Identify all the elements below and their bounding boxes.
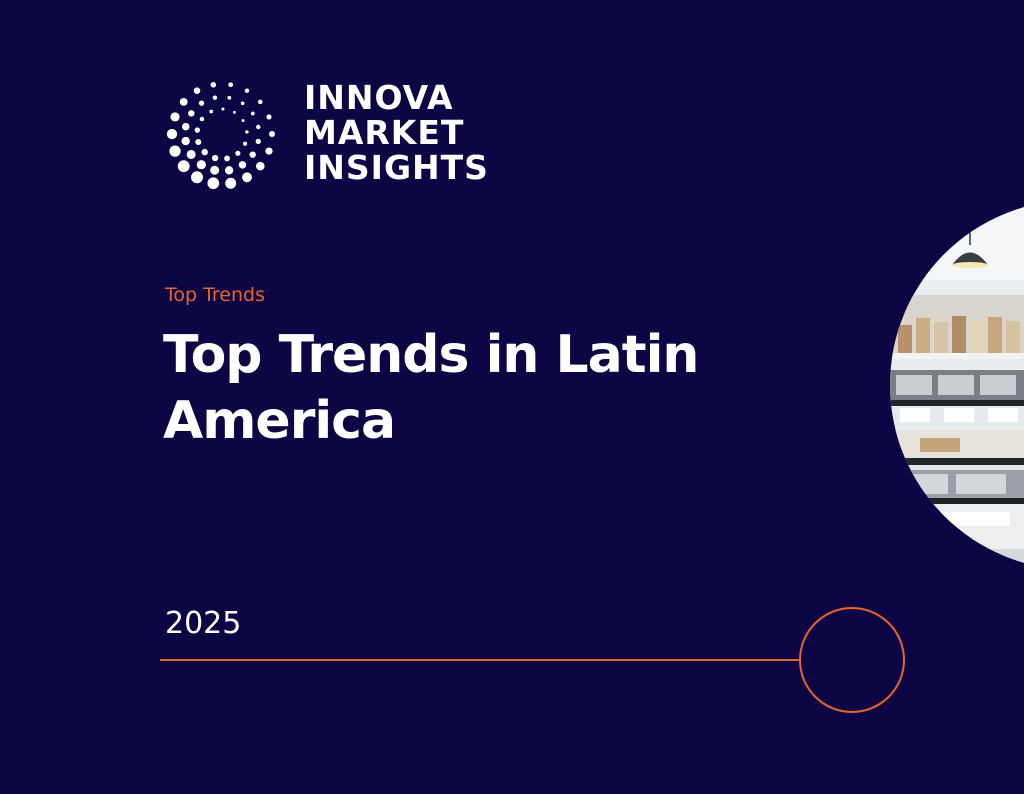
logo-dot <box>224 166 234 175</box>
logo-dot <box>212 95 218 100</box>
page-title: Top Trends in Latin America <box>163 322 863 454</box>
logo-dot <box>199 116 205 122</box>
logo-dot <box>250 111 255 116</box>
logo-dot <box>224 155 230 162</box>
logo-dot <box>225 177 237 189</box>
logo-dot <box>255 138 261 144</box>
title-line-2: America <box>163 391 396 451</box>
logo-dot <box>244 88 250 93</box>
logo-dot <box>211 154 219 162</box>
logo-dot <box>166 128 178 140</box>
brand-line-3: INSIGHTS <box>304 148 489 187</box>
logo-dot <box>242 172 252 183</box>
logo-dot <box>207 177 220 190</box>
logo-dot <box>186 149 196 159</box>
logo-dot <box>265 147 273 155</box>
logo-dot <box>196 160 206 170</box>
logo-dot <box>201 148 208 156</box>
logo-dot <box>195 138 202 145</box>
logo-dot <box>233 110 236 114</box>
logo-dot <box>227 95 232 100</box>
logo-dot <box>210 82 217 88</box>
logo-dot <box>268 130 276 138</box>
logo-dot <box>169 145 181 157</box>
section-label: Top Trends <box>165 284 266 306</box>
brand-line-1: INNOVA <box>304 78 454 117</box>
logo-dot <box>194 127 200 133</box>
logo-dot <box>177 160 190 173</box>
logo-dot <box>193 87 201 94</box>
logo-dot <box>241 119 245 123</box>
logo-dot <box>221 107 225 111</box>
logo-dot <box>256 161 265 171</box>
logo-dot <box>181 122 190 131</box>
logo-dot <box>181 136 190 146</box>
logo-dot <box>228 82 234 88</box>
dotted-circle-logo-icon <box>166 82 276 190</box>
brand-wordmark: INNOVA MARKET INSIGHTS <box>304 80 489 185</box>
logo-dot <box>170 112 180 122</box>
jar-row <box>898 316 1020 353</box>
logo-dot <box>256 124 261 130</box>
circle-marker-icon <box>799 607 905 713</box>
brand-logo: INNOVA MARKET INSIGHTS <box>164 74 504 194</box>
logo-dot <box>238 161 247 169</box>
logo-dot <box>209 109 214 114</box>
logo-dot <box>240 101 245 106</box>
timeline-decoration <box>160 607 905 713</box>
logo-dot <box>188 110 195 117</box>
logo-dot <box>249 151 256 158</box>
title-line-1: Top Trends in Latin <box>163 325 699 385</box>
logo-dot <box>245 130 249 134</box>
logo-dot <box>179 97 188 106</box>
logo-dot <box>191 171 203 184</box>
store-shelf-photo <box>890 200 1024 570</box>
logo-dot <box>198 100 205 106</box>
brand-line-2: MARKET <box>304 113 465 152</box>
logo-dot <box>266 114 272 120</box>
logo-dot <box>210 165 220 175</box>
logo-dot <box>258 99 263 105</box>
logo-dot <box>242 141 248 146</box>
report-year: 2025 <box>165 606 242 641</box>
logo-dot <box>235 150 241 156</box>
